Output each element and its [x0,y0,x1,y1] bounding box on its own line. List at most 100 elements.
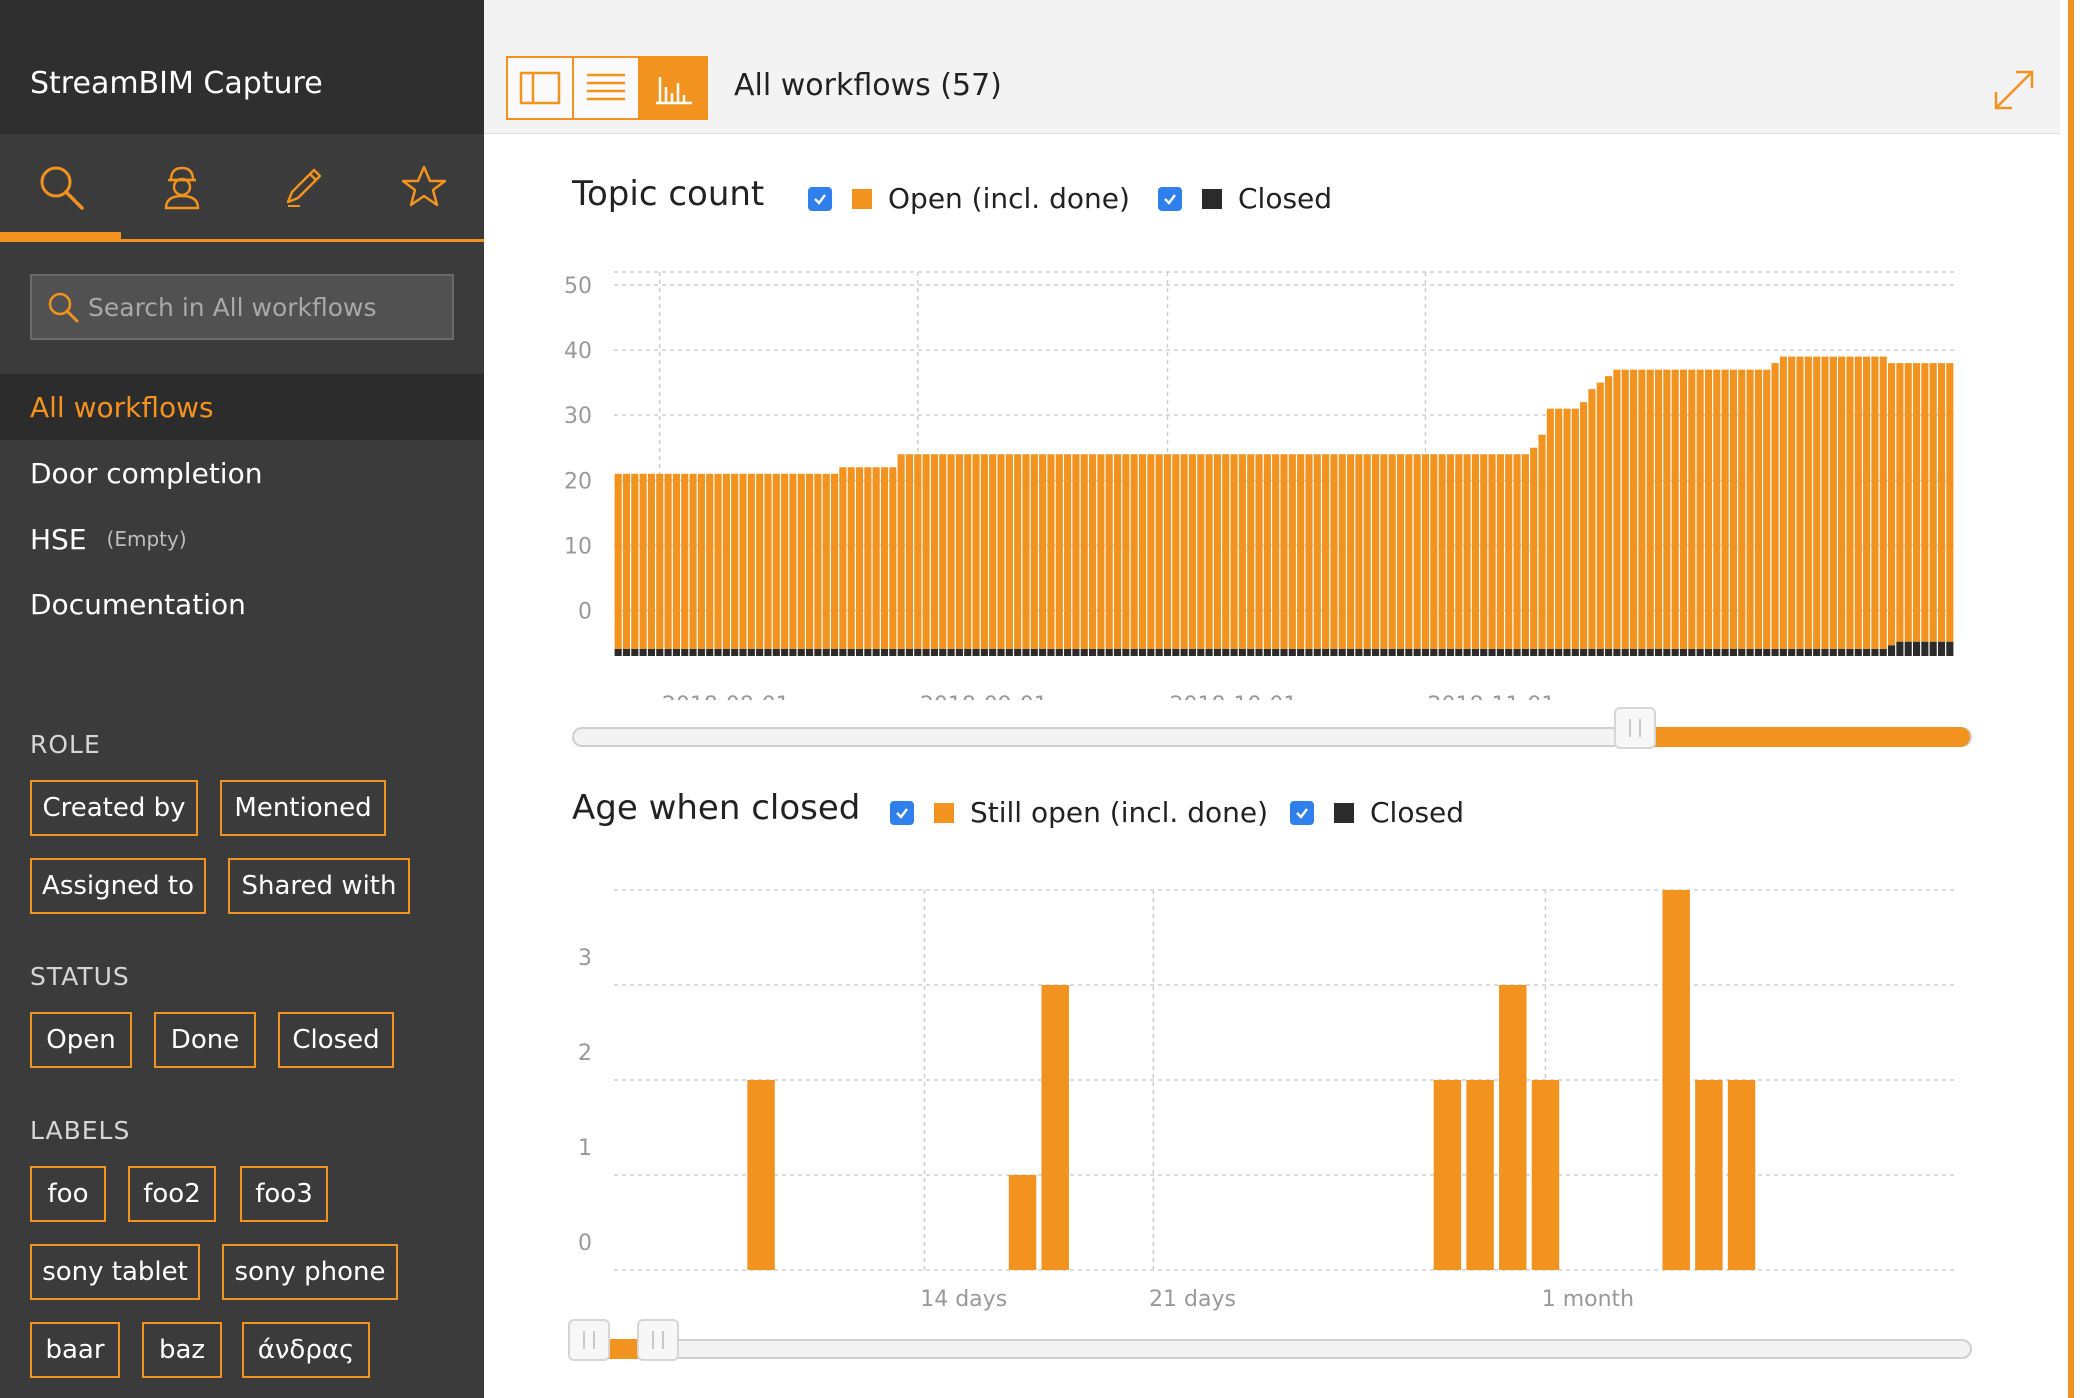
bar-closed [1738,648,1746,656]
bar-closed [722,648,730,656]
bar-open [880,467,889,649]
sidebar-tabs [0,134,484,242]
chip-done[interactable]: Done [154,1012,256,1068]
split-view-icon [519,71,561,105]
bar-closed [1771,648,1779,656]
tab-favorites[interactable] [363,134,484,239]
bar-open [664,473,672,649]
bar-open [1097,454,1105,649]
bar-closed [1505,648,1513,656]
bar-open [955,454,963,649]
bar-closed [1396,648,1405,656]
bar-open [614,473,622,649]
bar-closed [1846,648,1854,656]
app-title: StreamBIM Capture [30,66,323,101]
workflow-item-documentation[interactable]: Documentation [0,571,484,637]
legend-closed-checkbox[interactable] [1158,186,1182,211]
tab-people[interactable] [121,134,242,239]
bar-closed [1663,648,1671,656]
bar-closed [1496,648,1504,656]
active-tab-indicator [0,232,121,242]
topic-count-range-slider[interactable] [572,707,1972,749]
bar-open [647,473,656,649]
bar-open [1663,369,1671,649]
workflow-label: All workflows [30,390,214,424]
bar-open [1788,356,1796,649]
bar-closed [1255,648,1263,656]
bar-closed [1696,648,1704,656]
chip-label-sony-phone[interactable]: sony phone [222,1244,398,1300]
bar-closed [714,648,722,656]
bar-open [1530,447,1538,649]
bar-closed [1613,648,1621,656]
bar-open [806,473,814,649]
slider-handle-end[interactable] [636,1319,679,1361]
chip-label-baar[interactable]: baar [30,1322,120,1378]
chip-label-andras[interactable]: άνδρας [242,1322,370,1378]
tab-search[interactable] [0,134,121,239]
legend-age-closed-checkbox[interactable] [1290,800,1314,825]
bar-open [1946,363,1954,642]
bar-open [1521,454,1529,649]
bar-open [897,454,905,649]
chart-title-topic-count: Topic count [572,174,765,214]
chip-label-foo3[interactable]: foo3 [240,1166,328,1222]
bar-open [1047,454,1055,649]
role-section-label: ROLE [30,730,101,759]
legend-still-open-checkbox[interactable] [890,800,914,825]
chart-view-button[interactable] [640,58,706,118]
workflow-item-all[interactable]: All workflows [0,374,484,440]
bar-closed [739,648,747,656]
x-tick-label: 1 month [1542,1287,1634,1312]
bar-open [1188,454,1197,649]
chip-label-foo2[interactable]: foo2 [128,1166,216,1222]
bar-closed [1804,648,1812,656]
bar-open [1879,356,1887,649]
chip-open[interactable]: Open [30,1012,132,1068]
slider-handle-start[interactable] [568,1319,610,1361]
workflow-item-door-completion[interactable]: Door completion [0,440,484,506]
tab-edit[interactable] [242,134,363,239]
bar-closed [1471,648,1479,656]
expand-icon[interactable] [1992,68,2036,112]
bar-open [930,454,938,649]
bar-open [1347,454,1355,649]
bar-open [1638,369,1646,649]
slider-handle-start[interactable] [1613,707,1656,749]
bar-closed [1796,648,1804,656]
bar-open [1155,454,1163,649]
status-section-label: STATUS [30,962,130,991]
bar-open [1371,454,1380,649]
legend-open-checkbox[interactable] [808,186,832,211]
labels-section-label: LABELS [30,1116,131,1145]
bar-open [1438,454,1446,649]
page-title: All workflows (57) [734,68,1002,103]
bar-open [1089,454,1097,649]
workflow-item-hse[interactable]: HSE (Empty) [0,506,484,572]
age-range-slider[interactable] [568,1319,1972,1361]
bar-closed [1247,648,1255,656]
bar-closed [939,648,947,656]
legend-still-open-label: Still open (incl. done) [970,796,1268,829]
chip-label-foo[interactable]: foo [30,1166,106,1222]
search-box[interactable] [30,274,454,340]
chip-label-baz[interactable]: baz [142,1322,222,1378]
sidebar-header: StreamBIM Capture [0,0,484,134]
chip-closed[interactable]: Closed [278,1012,394,1068]
bar-open [1147,454,1155,649]
check-icon [896,807,908,819]
bar-open [1280,454,1288,649]
bar-open [1555,408,1563,649]
chip-assigned-to[interactable]: Assigned to [30,858,206,914]
split-view-button[interactable] [508,58,574,118]
chip-created-by[interactable]: Created by [30,780,198,836]
search-input[interactable] [88,292,452,322]
bar-closed [1596,648,1604,656]
bar-closed [1238,648,1246,656]
legend-age-closed-label: Closed [1370,796,1465,829]
chip-shared-with[interactable]: Shared with [228,858,410,914]
list-view-button[interactable] [574,58,640,118]
bar-closed [806,648,814,656]
chip-mentioned[interactable]: Mentioned [220,780,386,836]
chip-label-sony-tablet[interactable]: sony tablet [30,1244,200,1300]
